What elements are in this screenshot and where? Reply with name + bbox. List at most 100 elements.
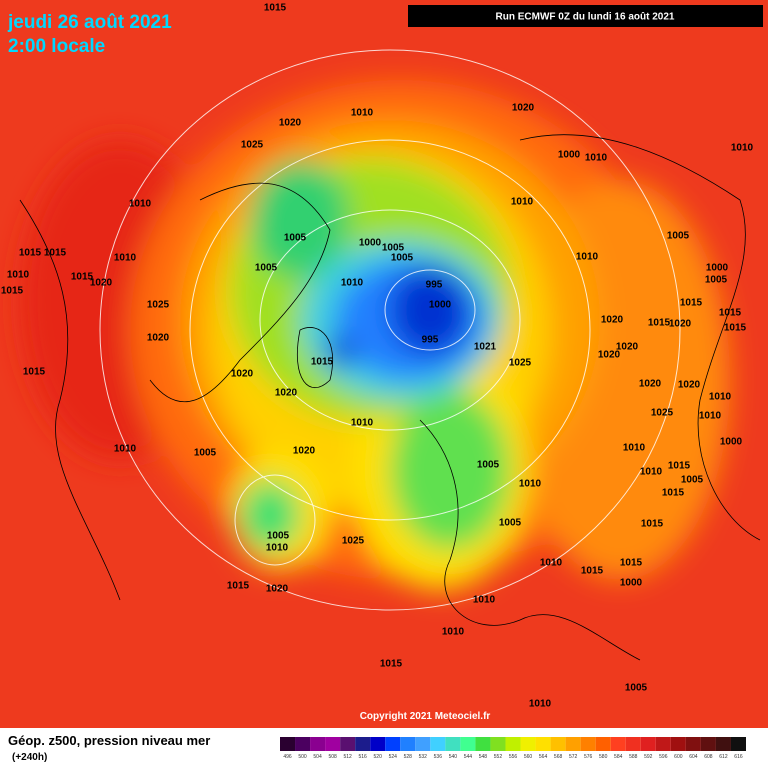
colorbar-swatch bbox=[535, 737, 551, 751]
colorbar-label: 572 bbox=[569, 754, 578, 760]
isobar-label: 1010 bbox=[341, 278, 364, 289]
colorbar-swatch bbox=[430, 737, 446, 751]
isobar-label: 1005 bbox=[667, 231, 690, 242]
isobar-label: 1005 bbox=[499, 518, 522, 529]
colorbar-label: 508 bbox=[328, 754, 337, 760]
isobar-label: 995 bbox=[422, 335, 439, 346]
colorbar-swatch bbox=[325, 737, 341, 751]
colorbar-swatch bbox=[340, 737, 356, 751]
colorbar-label: 616 bbox=[734, 754, 743, 760]
isobar-label: 1010 bbox=[7, 270, 30, 281]
colorbar-swatch bbox=[520, 737, 536, 751]
colorbar-swatch bbox=[280, 737, 296, 751]
isobar-label: 1005 bbox=[391, 253, 414, 264]
isobar-label: 1025 bbox=[651, 408, 674, 419]
colorbar-swatch bbox=[640, 737, 656, 751]
isobar-label: 1000 bbox=[720, 437, 743, 448]
isobar-label: 1010 bbox=[266, 543, 289, 554]
isobar-label: 1010 bbox=[511, 197, 534, 208]
colorbar-swatch bbox=[595, 737, 611, 751]
colorbar-swatch bbox=[370, 737, 386, 751]
isobar-label: 1015 bbox=[680, 298, 703, 309]
isobar-label: 1000 bbox=[429, 300, 452, 311]
isobar-label: 1020 bbox=[639, 379, 662, 390]
colorbar-label: 524 bbox=[389, 754, 398, 760]
colorbar-label: 544 bbox=[464, 754, 473, 760]
geopotential-field bbox=[20, 80, 730, 590]
isobar-label: 1020 bbox=[601, 315, 624, 326]
isobar-label: 1020 bbox=[279, 118, 302, 129]
colorbar-swatch bbox=[550, 737, 566, 751]
isobar-label: 1010 bbox=[129, 199, 152, 210]
colorbar-label: 520 bbox=[374, 754, 383, 760]
isobar-label: 1010 bbox=[585, 153, 608, 164]
colorbar-swatch bbox=[730, 737, 746, 751]
isobar-label: 1015 bbox=[648, 318, 671, 329]
isobar-label: 1021 bbox=[474, 342, 497, 353]
colorbar-label: 584 bbox=[614, 754, 623, 760]
isobar-label: 1005 bbox=[255, 263, 278, 274]
colorbar-swatch bbox=[685, 737, 701, 751]
colorbar-label: 552 bbox=[494, 754, 503, 760]
isobar-label: 1010 bbox=[351, 108, 374, 119]
colorbar-label: 516 bbox=[359, 754, 368, 760]
isobar-label: 1015 bbox=[620, 558, 643, 569]
colorbar-swatch bbox=[580, 737, 596, 751]
colorbar-label: 576 bbox=[584, 754, 593, 760]
isobar-label: 1015 bbox=[264, 3, 287, 14]
forecast-date: jeudi 26 août 2021 bbox=[7, 12, 172, 33]
isobar-label: 1015 bbox=[44, 248, 67, 259]
colorbar-swatch bbox=[415, 737, 431, 751]
colorbar-label: 608 bbox=[704, 754, 713, 760]
colorbar-label: 560 bbox=[524, 754, 533, 760]
isobar-label: 1010 bbox=[623, 443, 646, 454]
colorbar-swatch bbox=[460, 737, 476, 751]
colorbar-label: 564 bbox=[539, 754, 548, 760]
colorbar-label: 604 bbox=[689, 754, 698, 760]
isobar-label: 1015 bbox=[581, 566, 604, 577]
colorbar-swatch bbox=[625, 737, 641, 751]
isobar-label: 1005 bbox=[477, 460, 500, 471]
isobar-label: 1020 bbox=[512, 103, 535, 114]
colorbar-swatch bbox=[610, 737, 626, 751]
isobar-label: 1005 bbox=[382, 243, 405, 254]
isobar-label: 1005 bbox=[194, 448, 217, 459]
isobar-label: 995 bbox=[426, 280, 443, 291]
colorbar-label: 512 bbox=[343, 754, 352, 760]
isobar-label: 1015 bbox=[668, 461, 691, 472]
colorbar-swatch bbox=[490, 737, 506, 751]
isobar-label: 1005 bbox=[267, 531, 290, 542]
isobar-label: 1005 bbox=[681, 475, 704, 486]
isobar-label: 1010 bbox=[540, 558, 563, 569]
isobar-label: 1000 bbox=[706, 263, 729, 274]
colorbar-label: 496 bbox=[283, 754, 292, 760]
run-label: Run ECMWF 0Z du lundi 16 août 2021 bbox=[496, 12, 675, 23]
colorbar-label: 592 bbox=[644, 754, 653, 760]
colorbar-swatch bbox=[670, 737, 686, 751]
colorbar-swatch bbox=[355, 737, 371, 751]
isobar-label: 1020 bbox=[231, 369, 254, 380]
field bbox=[0, 0, 768, 728]
isobar-label: 1010 bbox=[529, 699, 552, 710]
isobar-label: 1010 bbox=[473, 595, 496, 606]
legend-title: Géop. z500, pression niveau mer bbox=[8, 733, 210, 748]
colorbar-label: 580 bbox=[599, 754, 608, 760]
colorbar-label: 528 bbox=[404, 754, 413, 760]
isobar-label: 1010 bbox=[576, 252, 599, 263]
colorbar-label: 612 bbox=[719, 754, 728, 760]
isobar-label: 1015 bbox=[311, 357, 334, 368]
isobar-label: 1015 bbox=[23, 367, 46, 378]
isobar-label: 1020 bbox=[669, 319, 692, 330]
isobar-label: 1010 bbox=[640, 467, 663, 478]
colorbar-swatch bbox=[715, 737, 731, 751]
isobar-label: 1020 bbox=[147, 333, 170, 344]
colorbar-swatch bbox=[475, 737, 491, 751]
isobar-label: 1010 bbox=[114, 253, 137, 264]
isobar-label: 1020 bbox=[90, 278, 113, 289]
colorbar-swatch bbox=[295, 737, 311, 751]
isobar-label: 1010 bbox=[351, 418, 374, 429]
isobar-label: 1015 bbox=[662, 488, 685, 499]
isobar-label: 1010 bbox=[731, 143, 754, 154]
colorbar-label: 596 bbox=[659, 754, 668, 760]
colorbar-label: 600 bbox=[674, 754, 683, 760]
